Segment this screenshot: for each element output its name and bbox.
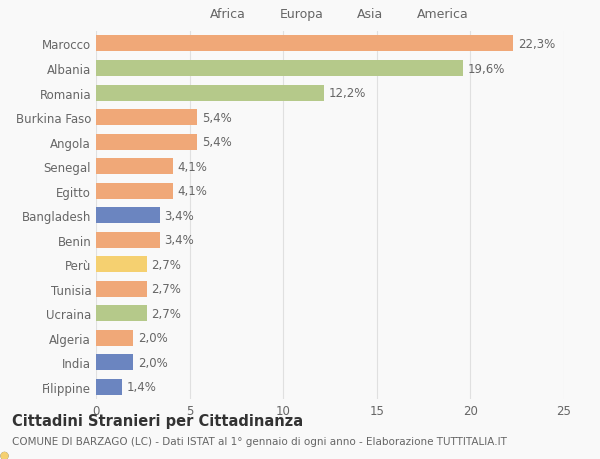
Bar (96, 257, 146, 273)
Bar (96, 232, 160, 248)
Text: 2,0%: 2,0% (138, 332, 168, 345)
Text: 12,2%: 12,2% (329, 87, 367, 100)
Bar (96, 330, 133, 346)
Text: 2,0%: 2,0% (138, 356, 168, 369)
Text: Cittadini Stranieri per Cittadinanza: Cittadini Stranieri per Cittadinanza (12, 413, 303, 428)
Text: 22,3%: 22,3% (518, 38, 556, 51)
Text: COMUNE DI BARZAGO (LC) - Dati ISTAT al 1° gennaio di ogni anno - Elaborazione TU: COMUNE DI BARZAGO (LC) - Dati ISTAT al 1… (12, 436, 507, 446)
Bar (96, 61, 463, 77)
Bar (96, 281, 146, 297)
Text: 5,4%: 5,4% (202, 112, 232, 124)
Text: 3,4%: 3,4% (164, 234, 194, 246)
Text: 2,7%: 2,7% (151, 307, 181, 320)
Bar (96, 159, 173, 175)
Bar (96, 110, 197, 126)
Text: 3,4%: 3,4% (164, 209, 194, 222)
Text: 19,6%: 19,6% (467, 62, 505, 75)
Bar (96, 306, 146, 322)
Text: 2,7%: 2,7% (151, 283, 181, 296)
Bar (96, 183, 173, 199)
Bar (96, 208, 160, 224)
Text: 5,4%: 5,4% (202, 136, 232, 149)
Bar (96, 379, 122, 395)
Bar (96, 36, 514, 52)
Text: 4,1%: 4,1% (178, 160, 208, 173)
Text: 1,4%: 1,4% (127, 381, 157, 393)
Text: 2,7%: 2,7% (151, 258, 181, 271)
Bar (96, 355, 133, 370)
Text: 4,1%: 4,1% (178, 185, 208, 198)
Bar (96, 85, 325, 101)
Legend: Africa, Europa, Asia, America: Africa, Europa, Asia, America (188, 6, 472, 23)
Bar (96, 134, 197, 150)
